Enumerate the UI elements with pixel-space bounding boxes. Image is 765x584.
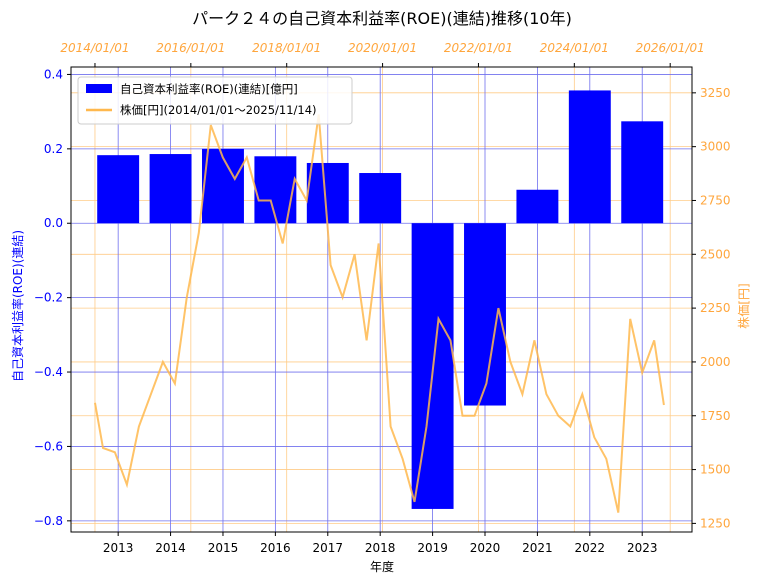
bottom-tick-label: 2013 — [103, 541, 134, 555]
bottom-tick-label: 2020 — [470, 541, 501, 555]
left-axis: 0.4 0.2 0.0 −0.2 −0.4 −0.6 −0.8 — [34, 67, 71, 528]
plot-frame — [70, 66, 693, 533]
roe-bar — [202, 148, 244, 224]
stock-price-line — [94, 114, 665, 513]
left-tick-label: −0.2 — [34, 291, 63, 305]
roe-bar — [149, 154, 192, 224]
roe-bar — [254, 156, 297, 224]
top-tick-label: 2014/01/01 — [60, 41, 129, 55]
legend: 自己資本利益率(ROE)(連結)[億円] 株価[円](2014/01/01～20… — [77, 76, 353, 125]
bottom-tick-label: 2022 — [575, 541, 606, 555]
bottom-tick-label: 2017 — [313, 541, 344, 555]
roe-bar — [306, 162, 349, 224]
left-tick-label: −0.4 — [34, 365, 63, 379]
top-tick-label: 2022/01/01 — [444, 41, 513, 55]
right-tick-label: 1250 — [700, 516, 731, 530]
right-tick-label: 1500 — [700, 463, 731, 477]
top-tick-label: 2024/01/01 — [540, 41, 609, 55]
right-axis-label: 株価[円] — [736, 283, 751, 328]
roe-bar — [516, 189, 559, 224]
roe-bar — [621, 121, 664, 224]
legend-bar-label: 自己資本利益率(ROE)(連結)[億円] — [120, 82, 298, 96]
right-tick-label: 2000 — [700, 355, 731, 369]
right-tick-label: 2750 — [700, 193, 731, 207]
legend-line-label: 株価[円](2014/01/01～2025/11/14) — [120, 103, 317, 117]
left-tick-label: −0.8 — [34, 514, 63, 528]
right-tick-label: 2500 — [700, 247, 731, 261]
bottom-tick-label: 2021 — [522, 541, 553, 555]
top-tick-label: 2016/01/01 — [156, 41, 225, 55]
top-tick-label: 2018/01/01 — [252, 41, 321, 55]
top-tick-label: 2026/01/01 — [636, 41, 705, 55]
top-date-axis: 2014/01/01 2016/01/01 2018/01/01 2020/01/01… — [60, 41, 705, 67]
bottom-tick-label: 2023 — [627, 541, 658, 555]
bottom-tick-label: 2018 — [365, 541, 396, 555]
right-tick-label: 1750 — [700, 409, 731, 423]
x-axis-label: 年度 — [370, 559, 394, 574]
legend-box — [77, 76, 353, 125]
right-tick-label: 2250 — [700, 301, 731, 315]
right-axis: 3250 3000 2750 2500 2250 2000 1750 1500 1250 — [692, 86, 731, 530]
bottom-tick-label: 2016 — [260, 541, 291, 555]
bottom-tick-label: 2019 — [417, 541, 448, 555]
chart-title: パーク２４の自己資本利益率(ROE)(連結)推移(10年) — [192, 9, 572, 28]
left-tick-label: 0.2 — [44, 142, 63, 156]
left-tick-label: 0.4 — [44, 67, 63, 81]
legend-bar-swatch — [86, 84, 112, 93]
roe-bar — [359, 173, 402, 224]
roe-bar — [97, 155, 140, 224]
bottom-axis: 2013 2014 2015 2016 2017 2018 2019 2020 2021 2022… — [103, 532, 658, 555]
right-tick-label: 3250 — [700, 86, 731, 100]
left-axis-label: 自己資本利益率(ROE)(連結) — [10, 230, 25, 382]
top-tick-label: 2020/01/01 — [348, 41, 417, 55]
bottom-tick-label: 2015 — [208, 541, 239, 555]
left-tick-label: −0.6 — [34, 439, 63, 453]
roe-bar — [568, 90, 611, 224]
roe-bars — [97, 90, 664, 509]
right-tick-label: 3000 — [700, 140, 731, 154]
bottom-tick-label: 2014 — [155, 541, 186, 555]
left-tick-label: 0.0 — [44, 216, 63, 230]
